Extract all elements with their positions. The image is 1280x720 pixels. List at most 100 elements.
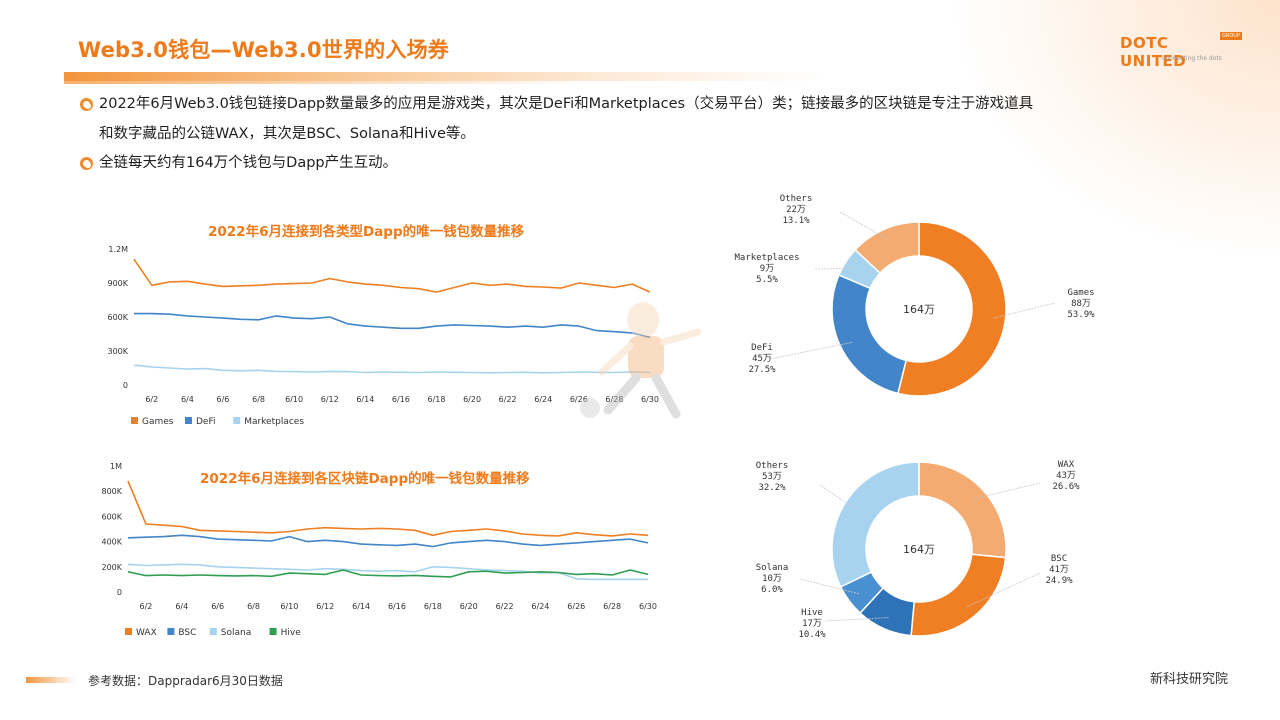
chart-2-svg: 0 200K 400K 600K 800K 1M 6/2 6/4 6/6 6/8 6/10 6/12 6… — [101, 462, 657, 638]
slice-amount-label: 22万 — [786, 205, 806, 215]
logo-tag: GROUP — [1220, 32, 1242, 40]
x-tick-label: 6/20 — [460, 602, 478, 611]
x-tick-label: 6/2 — [139, 602, 152, 611]
series-line-hive — [127, 569, 649, 578]
series-line-marketplaces — [133, 364, 651, 374]
donut-center-label: 164万 — [903, 303, 935, 316]
x-tick-label: 6/2 — [145, 395, 158, 404]
slice-amount-label: 41万 — [1049, 565, 1069, 575]
legend-swatch — [167, 628, 175, 635]
x-tick-label: 6/30 — [639, 602, 657, 611]
slice-name-label: Marketplaces — [734, 253, 799, 263]
y-tick-label: 200K — [101, 563, 122, 572]
x-tick-label: 6/6 — [217, 395, 230, 404]
legend-label: BSC — [178, 628, 196, 638]
leader-line — [839, 211, 890, 241]
company-logo: DOTC UNITED GROUP connecting the dots — [1120, 32, 1242, 70]
logo-slogan: connecting the dots — [1162, 55, 1222, 62]
y-tick-label: 800K — [101, 487, 122, 496]
chart-1-svg: 0 300K 600K 900K 1.2M 6/2 6/4 6/6 6/8 6/10 6/12 6/1… — [107, 245, 659, 427]
legend-label: Solana — [221, 628, 251, 638]
x-tick-label: 6/8 — [247, 602, 260, 611]
title-underline-thin — [64, 81, 584, 84]
x-tick-label: 6/16 — [392, 395, 410, 404]
leader-line — [814, 267, 857, 270]
slice-pct-label: 24.9% — [1045, 576, 1073, 586]
slice-name-label: Games — [1067, 288, 1094, 298]
series-line-games — [133, 258, 651, 293]
slice-amount-label: 45万 — [752, 354, 772, 364]
slice-pct-label: 53.9% — [1067, 310, 1095, 320]
runner-illustration — [580, 302, 702, 419]
x-tick-label: 6/14 — [356, 395, 374, 404]
slice-name-label: BSC — [1051, 554, 1067, 564]
x-tick-label: 6/12 — [321, 395, 339, 404]
bullet-circle-icon — [80, 157, 93, 170]
series-line-defi — [134, 312, 651, 339]
y-tick-label: 0 — [117, 588, 122, 597]
slice-name-label: WAX — [1058, 460, 1075, 470]
x-tick-label: 6/14 — [352, 602, 370, 611]
slice-pct-label: 5.5% — [756, 275, 778, 285]
legend-label: Games — [142, 417, 174, 427]
legend-label: Hive — [281, 628, 302, 638]
leader-line — [819, 484, 856, 510]
x-tick-label: 6/6 — [211, 602, 224, 611]
slice-name-label: Others — [756, 461, 789, 471]
donut-slice-defi — [831, 273, 908, 395]
leader-line — [824, 617, 889, 622]
slice-pct-label: 10.4% — [798, 630, 826, 640]
x-tick-label: 6/18 — [424, 602, 442, 611]
y-tick-label: 1M — [110, 462, 122, 471]
donut-center-label: 164万 — [903, 543, 935, 556]
y-tick-label: 400K — [101, 538, 122, 547]
slice-pct-label: 27.5% — [748, 365, 776, 375]
leader-line — [799, 578, 859, 595]
y-tick-label: 600K — [107, 313, 128, 322]
legend-label: WAX — [136, 628, 157, 638]
slice-name-label: Others — [780, 194, 813, 204]
legend-swatch — [125, 628, 132, 635]
x-tick-label: 6/4 — [181, 395, 194, 404]
slice-amount-label: 43万 — [1056, 471, 1076, 481]
x-tick-label: 6/30 — [641, 395, 659, 404]
x-tick-label: 6/20 — [463, 395, 481, 404]
legend-label: Marketplaces — [244, 417, 304, 427]
leader-line — [974, 482, 1041, 500]
y-tick-label: 0 — [123, 381, 128, 390]
bullet-1-line-2: 和数字藏品的公链WAX，其次是BSC、Solana和Hive等。 — [99, 126, 475, 142]
legend-swatch — [131, 417, 138, 424]
logo-wordmark: DOTC UNITED — [1120, 34, 1187, 70]
title-underline — [64, 72, 824, 81]
leader-line — [769, 342, 852, 360]
donut-slice-others — [854, 221, 920, 275]
leader-line — [993, 302, 1056, 319]
x-tick-label: 6/26 — [570, 395, 588, 404]
x-tick-label: 6/26 — [567, 602, 585, 611]
x-tick-label: 6/8 — [252, 395, 265, 404]
legend-swatch — [185, 417, 192, 424]
x-tick-label: 6/12 — [316, 602, 334, 611]
x-tick-label: 6/10 — [285, 395, 303, 404]
series-line-bsc — [127, 534, 649, 548]
slice-amount-label: 9万 — [760, 264, 774, 274]
chart-2-title: 2022年6月连接到各区块链Dapp的唯一钱包数量推移 — [200, 471, 530, 487]
footer-accent-bar — [26, 677, 76, 683]
y-tick-label: 900K — [107, 279, 128, 288]
y-tick-label: 300K — [107, 347, 128, 356]
bullet-circle-icon — [80, 98, 93, 111]
x-tick-label: 6/22 — [499, 395, 517, 404]
organization-name: 新科技研究院 — [1150, 672, 1229, 687]
source-note: 参考数据：Dappradar6月30日数据 — [88, 674, 283, 688]
slice-amount-label: 88万 — [1071, 299, 1091, 309]
slice-pct-label: 6.0% — [761, 585, 783, 595]
slice-amount-label: 10万 — [762, 574, 782, 584]
slice-amount-label: 53万 — [762, 472, 782, 482]
legend-swatch — [209, 628, 217, 635]
x-tick-label: 6/18 — [427, 395, 445, 404]
series-line-wax — [127, 480, 649, 537]
slice-name-label: Solana — [756, 563, 789, 573]
y-tick-label: 600K — [101, 512, 122, 521]
